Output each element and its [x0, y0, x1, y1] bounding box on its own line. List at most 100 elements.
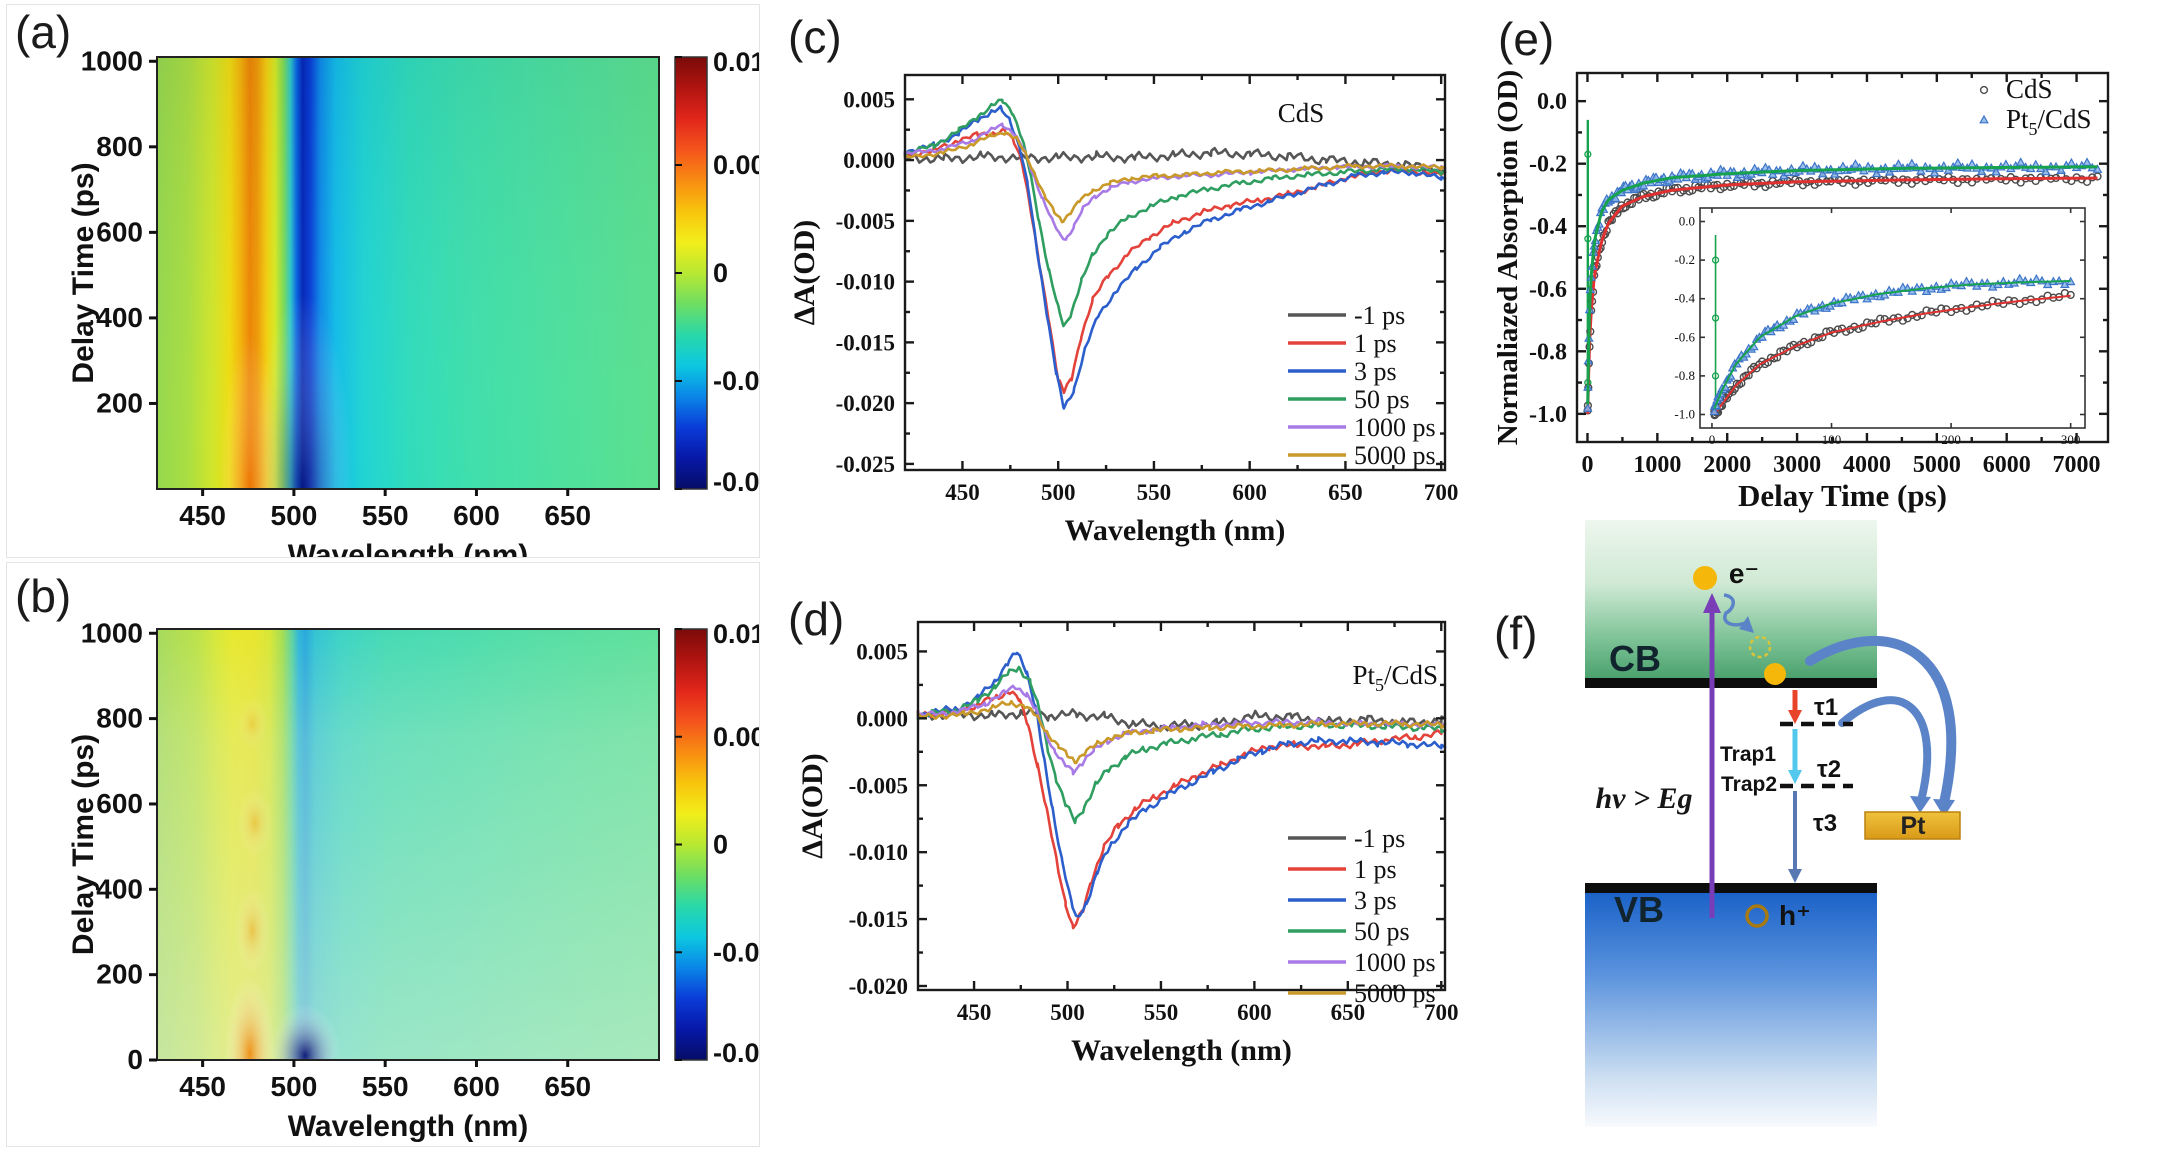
electron-dot: [1693, 566, 1717, 590]
svg-text:450: 450: [179, 1071, 226, 1102]
svg-text:0.005: 0.005: [843, 87, 895, 112]
svg-text:200: 200: [96, 387, 143, 418]
svg-text:6000: 6000: [1983, 452, 2031, 478]
svg-text:200: 200: [96, 959, 143, 990]
svg-text:450: 450: [945, 480, 980, 505]
svg-text:CdS: CdS: [2006, 74, 2053, 104]
svg-text:5000 ps: 5000 ps: [1354, 979, 1436, 1008]
line-chart-svg-d: 450 500 550 600 650 700 0.005 0.000 -0.005 -0.010…: [796, 620, 1459, 1067]
svg-text:0: 0: [1581, 452, 1593, 478]
panel-c-chart: 450 500 550 600 650 700 0.005 0.000 -0.005 -0.010…: [758, 0, 1492, 588]
panel-b-letter: (b): [15, 570, 72, 622]
series--1ps: [903, 146, 1447, 175]
svg-text:CdS: CdS: [1278, 98, 1325, 128]
svg-text:0.000: 0.000: [856, 706, 908, 731]
svg-text:1 ps: 1 ps: [1354, 855, 1397, 884]
svg-text:0.005: 0.005: [856, 639, 908, 664]
series-50ps: [916, 665, 1447, 825]
svg-text:-1 ps: -1 ps: [1354, 301, 1405, 330]
svg-text:Wavelength (nm): Wavelength (nm): [288, 1110, 529, 1143]
svg-text:Wavelength (nm): Wavelength (nm): [1065, 514, 1286, 547]
svg-text:-0.010: -0.010: [849, 840, 908, 865]
svg-text:400: 400: [96, 302, 143, 333]
heatmap-svg-b: 450 500 550 600 650 0 200 400 600 800 1000 Waveleng…: [67, 617, 759, 1143]
series-3ps: [903, 104, 1447, 410]
svg-text:500: 500: [271, 1071, 318, 1102]
svg-text:550: 550: [1144, 1000, 1179, 1025]
series-5000ps: [916, 699, 1447, 765]
svg-text:1000: 1000: [81, 617, 143, 648]
svg-text:0.01: 0.01: [713, 47, 759, 77]
svg-text:500: 500: [1041, 480, 1076, 505]
svg-text:3 ps: 3 ps: [1354, 357, 1397, 386]
electron-at-cb-edge: [1764, 663, 1786, 685]
svg-text:-0.2: -0.2: [1674, 252, 1695, 267]
series-50ps: [903, 98, 1447, 328]
kinetics-svg-e: 0 1000 2000 3000 4000 5000 6000 70000.0-0.2-0.4…: [1492, 70, 2110, 513]
fit-1: [1713, 279, 2071, 410]
panel-e-letter: (e): [1498, 13, 1555, 65]
svg-text:ΔA(OD): ΔA(OD): [796, 753, 829, 858]
svg-text:-0.01: -0.01: [713, 1038, 759, 1068]
svg-text:0.005: 0.005: [713, 722, 759, 752]
svg-text:300: 300: [2061, 432, 2081, 447]
panel-d-spectra: (d) 450 500 550 600 650 700 0.005 0.000 -0.005 -0…: [758, 588, 1492, 1149]
inset-bg: [1700, 208, 2085, 428]
svg-text:500: 500: [1050, 1000, 1085, 1025]
svg-text:-0.8: -0.8: [1529, 339, 1567, 365]
panel-a-letter: (a): [15, 6, 72, 58]
svg-text:5000: 5000: [1913, 452, 1961, 478]
tick-labels: 450 500 550 600 650 700 0.005 0.000 -0.005 -0.010…: [849, 639, 1459, 1025]
svg-text:VB: VB: [1614, 889, 1664, 930]
svg-text:Pt5/CdS: Pt5/CdS: [1352, 660, 1438, 695]
svg-text:h⁺: h⁺: [1779, 900, 1811, 931]
svg-text:-0.01: -0.01: [713, 467, 759, 497]
line-chart-svg-c: 450 500 550 600 650 700 0.005 0.000 -0.005 -0.010…: [788, 73, 1459, 547]
tick-labels: 450 500 550 600 650 700 0.005 0.000 -0.005 -0.010…: [836, 87, 1459, 505]
svg-text:0: 0: [713, 830, 728, 860]
transfer-arrowhead-1: [1933, 799, 1955, 817]
svg-text:100: 100: [1822, 432, 1842, 447]
svg-text:ΔA(OD): ΔA(OD): [788, 220, 821, 325]
panel-c-spectra: (c) 450 500 550 600 650 700 0.005 0.000 -0.005 -0…: [758, 0, 1492, 588]
svg-text:-0.2: -0.2: [1529, 152, 1567, 178]
svg-text:-0.005: -0.005: [849, 773, 908, 798]
svg-text:600: 600: [453, 1071, 500, 1102]
svg-text:Wavelength (nm): Wavelength (nm): [1071, 1034, 1292, 1067]
svg-text:3000: 3000: [1773, 452, 1821, 478]
svg-text:Delay Time (ps): Delay Time (ps): [67, 162, 100, 383]
svg-text:1000 ps: 1000 ps: [1354, 413, 1436, 442]
svg-text:CB: CB: [1609, 638, 1661, 679]
vb-edge: [1585, 883, 1877, 893]
svg-text:τ3: τ3: [1813, 810, 1837, 837]
panel-d-letter: (d): [788, 593, 845, 645]
svg-text:0.005: 0.005: [713, 150, 759, 180]
svg-text:Trap1: Trap1: [1720, 743, 1776, 766]
svg-text:1000: 1000: [81, 45, 143, 76]
fit-Pt5/CdS: [1586, 165, 2098, 405]
svg-text:-1.0: -1.0: [1674, 406, 1695, 421]
svg-text:1000 ps: 1000 ps: [1354, 948, 1436, 977]
svg-text:4000: 4000: [1843, 452, 1891, 478]
svg-text:Delay Time (ps): Delay Time (ps): [67, 734, 100, 955]
svg-text:-1 ps: -1 ps: [1354, 824, 1405, 853]
svg-text:200: 200: [1941, 432, 1961, 447]
svg-text:1 ps: 1 ps: [1354, 329, 1397, 358]
transfer-arrowhead-2: [1910, 796, 1931, 813]
svg-text:600: 600: [1237, 1000, 1272, 1025]
heatmap-svg-a: 450 500 550 600 650 200 400 600 800 1000 Wavelengt…: [67, 45, 759, 557]
tick-labels: 0 1000 2000 3000 4000 5000 6000 70000.0-0.2-0.4…: [1529, 89, 2101, 478]
svg-text:5000 ps: 5000 ps: [1354, 441, 1436, 470]
hole-ring: [1745, 904, 1769, 928]
heatmap-surface: [157, 629, 659, 1060]
panel-e-kinetics: (e) 0 1000 2000 3000 4000 5000 6000 7000 0.0 -0.2…: [1492, 0, 2164, 515]
svg-text:Pt5/CdS: Pt5/CdS: [2006, 104, 2092, 139]
svg-text:τ1: τ1: [1814, 694, 1838, 721]
svg-text:Normaliazed Absorption (OD): Normaliazed Absorption (OD): [1492, 70, 1524, 445]
svg-text:-0.020: -0.020: [836, 391, 895, 416]
panel-f-diagram: CB VB hv > Eg τ1 τ2 Trap1 Trap2 τ3 e⁻ h⁺ Pt: [1492, 515, 2164, 1149]
svg-text:-0.4: -0.4: [1529, 214, 1567, 240]
fit-CdS: [1586, 176, 2098, 414]
svg-text:600: 600: [96, 788, 143, 819]
